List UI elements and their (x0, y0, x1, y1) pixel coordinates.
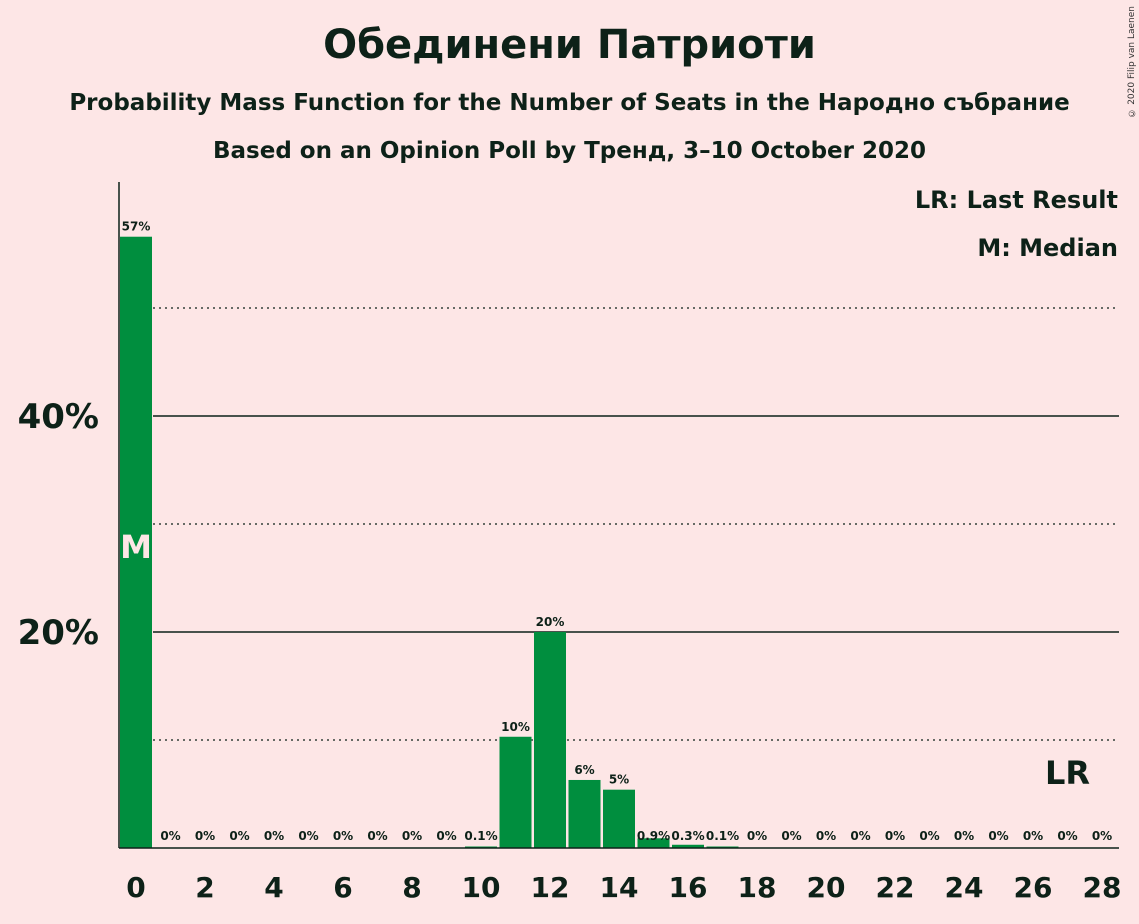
bar-value-label: 0% (333, 829, 353, 843)
bar-value-label: 0.1% (706, 829, 739, 843)
x-tick-label: 28 (1083, 871, 1122, 904)
bar-value-label: 0% (747, 829, 767, 843)
y-tick-label: 40% (18, 397, 99, 437)
bar (672, 844, 704, 848)
bar-value-label: 0% (367, 829, 387, 843)
x-tick-label: 20 (807, 871, 846, 904)
legend-last-result: LR: Last Result (914, 186, 1118, 214)
bar-value-label: 0% (919, 829, 939, 843)
chart-subtitle: Probability Mass Function for the Number… (69, 90, 1070, 116)
bar-value-label: 20% (536, 615, 565, 629)
bar (499, 736, 532, 848)
x-tick-label: 0 (126, 871, 145, 904)
bar-value-label: 0.1% (464, 829, 497, 843)
x-tick-label: 2 (195, 871, 214, 904)
bar-value-label: 0% (850, 829, 870, 843)
bar (603, 789, 635, 848)
bar-value-label: 0% (885, 829, 905, 843)
bar-value-label: 57% (122, 220, 151, 234)
x-tick-label: 10 (462, 871, 501, 904)
x-tick-label: 16 (669, 871, 708, 904)
y-tick-label: 20% (18, 613, 99, 653)
bar-value-label: 0% (1092, 829, 1112, 843)
chart-title: Обединени Патриоти (323, 22, 816, 68)
bar-value-label: 0% (436, 829, 456, 843)
bar-value-label: 10% (501, 720, 530, 734)
bar (534, 632, 566, 848)
bar-value-label: 0% (195, 829, 215, 843)
x-tick-label: 8 (402, 871, 421, 904)
legend-median: M: Median (977, 234, 1118, 262)
x-tick-label: 14 (600, 871, 639, 904)
last-result-marker: LR (1045, 754, 1090, 792)
bar-value-label: 0% (160, 829, 180, 843)
bar-value-label: 0% (1023, 829, 1043, 843)
bar-value-label: 0.9% (637, 829, 670, 843)
bar-value-label: 0% (229, 829, 249, 843)
chart-source-line: Based on an Opinion Poll by Тренд, 3–10 … (212, 138, 927, 164)
bar-value-label: 0% (298, 829, 318, 843)
bar-value-label: 0.3% (671, 829, 704, 843)
bar-value-label: 0% (988, 829, 1008, 843)
x-tick-label: 4 (264, 871, 283, 904)
bar (637, 838, 670, 848)
bar-value-label: 0% (1057, 829, 1077, 843)
bar-value-label: 5% (609, 773, 629, 787)
x-tick-label: 24 (945, 871, 984, 904)
bar-value-label: 0% (781, 829, 801, 843)
median-marker: M (120, 528, 152, 566)
bar (568, 779, 601, 848)
bar-value-label: 0% (402, 829, 422, 843)
bar (120, 236, 152, 849)
x-tick-label: 6 (333, 871, 352, 904)
bar-value-label: 0% (954, 829, 974, 843)
x-tick-label: 22 (876, 871, 915, 904)
x-tick-label: 12 (531, 871, 570, 904)
bar-value-label: 6% (574, 763, 594, 777)
x-tick-label: 18 (738, 871, 777, 904)
x-tick-label: 26 (1014, 871, 1053, 904)
bar-value-label: 0% (816, 829, 836, 843)
bar-value-label: 0% (264, 829, 284, 843)
